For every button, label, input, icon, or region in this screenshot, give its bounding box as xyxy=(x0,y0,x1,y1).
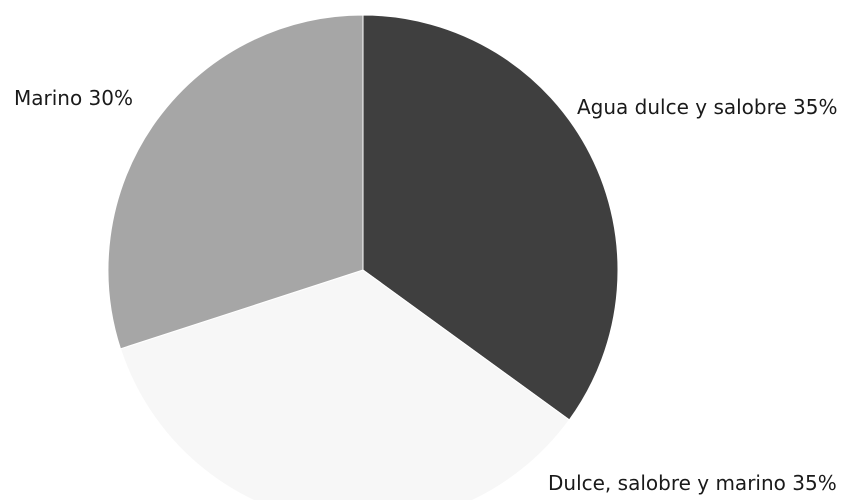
slice-label-dulce-salobre-y-marino: Dulce, salobre y marino 35% xyxy=(548,471,837,495)
slice-label-marino: Marino 30% xyxy=(14,86,133,110)
slice-label-agua-dulce-y-salobre: Agua dulce y salobre 35% xyxy=(577,95,838,119)
pie-slices xyxy=(107,14,619,504)
pie-slice-agua-dulce-y-salobre xyxy=(362,14,619,421)
pie-slice-dulce-salobre-y-marino xyxy=(119,269,570,504)
pie-slice-marino xyxy=(107,14,364,350)
